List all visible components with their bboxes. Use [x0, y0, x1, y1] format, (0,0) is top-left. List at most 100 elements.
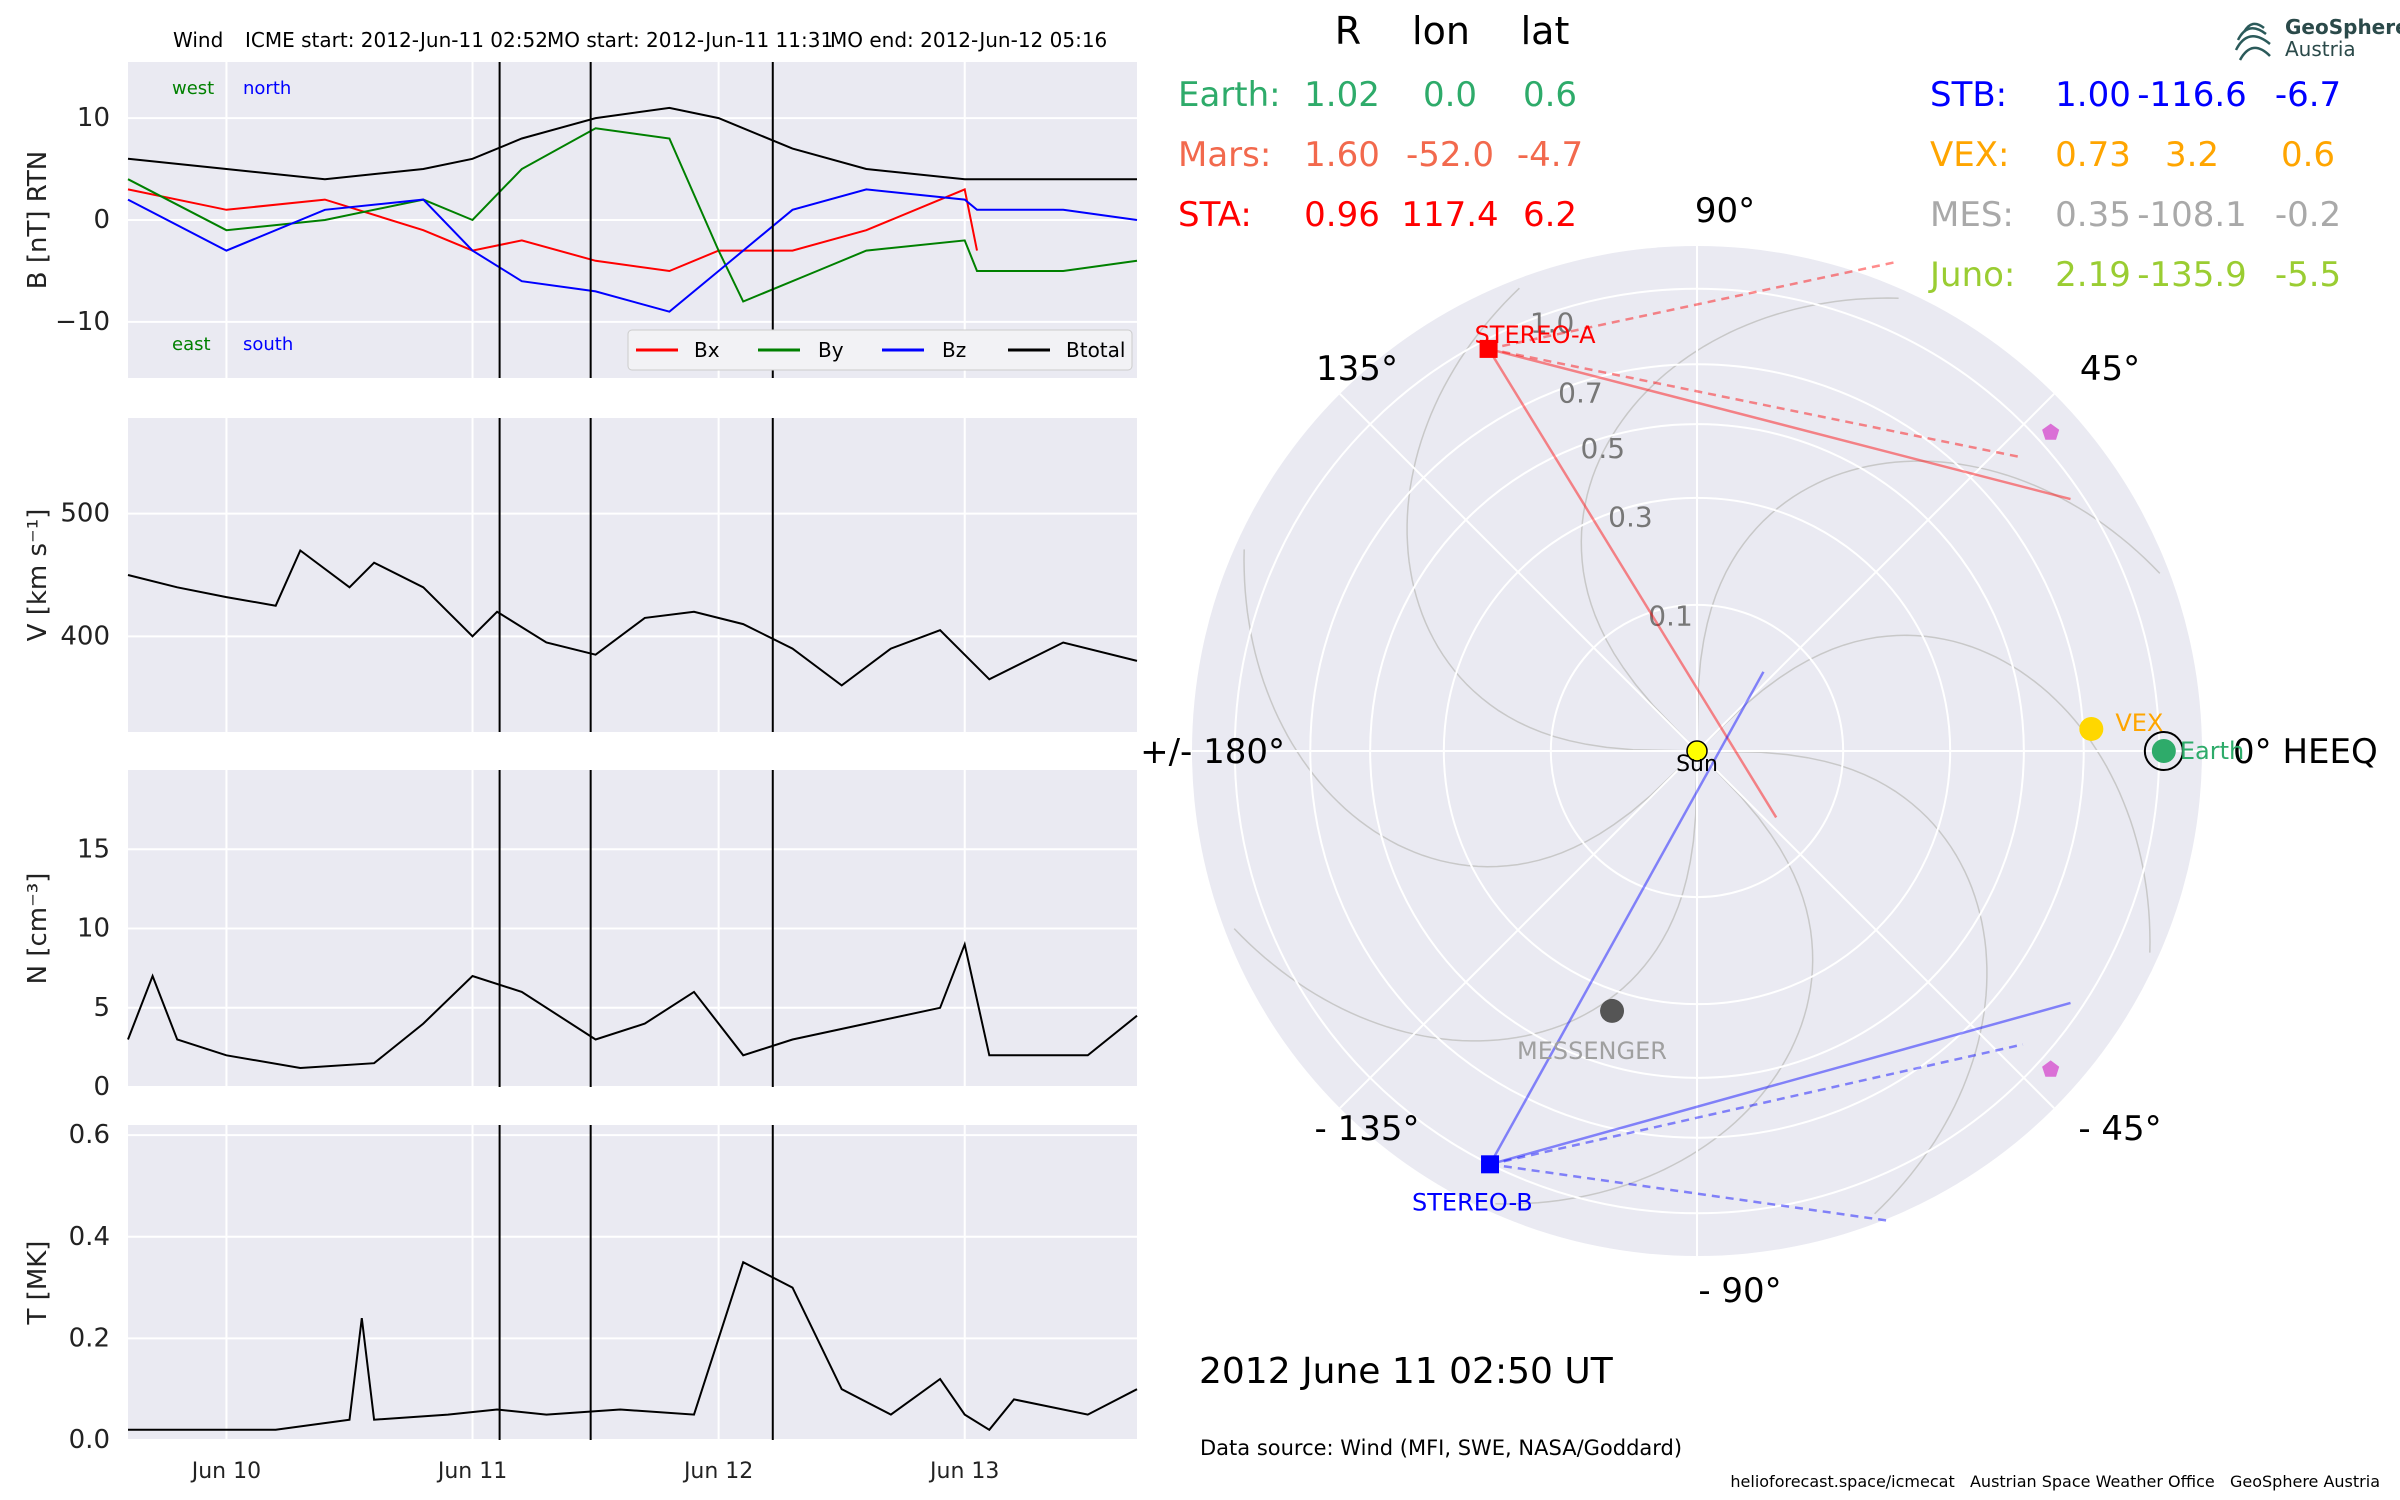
radial-label: 0.5	[1581, 432, 1626, 465]
angular-gridline	[1696, 750, 2056, 1110]
x-tick-label: Jun 11	[436, 1459, 507, 1484]
pentagon-marker	[2042, 423, 2060, 440]
series-N	[127, 940, 1138, 1070]
legend-bz: Bz	[942, 338, 966, 362]
stb-marker	[1481, 1155, 1500, 1174]
row-lon: -135.9	[2137, 255, 2247, 295]
stb-label: STEREO-B	[1412, 1188, 1533, 1216]
y-tick-label: 0.0	[69, 1425, 110, 1455]
polar-plot: 0.1 0.3 0.5 0.7 1.0 90° 45° 0° HEEQ - 45° - 90° - …	[1140, 191, 2378, 1311]
y-tick-label: 0	[93, 205, 110, 235]
y-tick-label: 5	[93, 993, 110, 1023]
stereo-fov-line	[1488, 347, 2024, 459]
stereo-fov-line	[1489, 1163, 1887, 1222]
radial-label: 0.3	[1608, 500, 1653, 533]
parker-spiral	[1406, 287, 1698, 752]
parker-spiral	[1243, 549, 1698, 868]
y-axis-label: B [nT] RTN	[23, 151, 53, 290]
east-label: east	[172, 334, 211, 355]
stereo-fov-line	[1487, 348, 1778, 819]
x-tick-label: Jun 12	[682, 1459, 753, 1484]
series-Bx	[127, 188, 978, 273]
legend-btotal: Btotal	[1066, 338, 1125, 362]
y-tick-label: 10	[77, 914, 110, 944]
south-label: south	[243, 334, 293, 355]
series-Btotal	[127, 106, 1137, 181]
parker-spiral	[1696, 750, 1988, 1215]
angle-label-a45: 45°	[2080, 349, 2140, 389]
plot-date: 2012 June 11 02:50 UT	[1199, 1351, 1614, 1392]
y-tick-label: 15	[77, 834, 110, 864]
west-label: west	[172, 78, 214, 99]
angular-gridline	[1338, 750, 1698, 1110]
row-lat: -0.2	[2275, 195, 2341, 235]
row-name: Earth:	[1178, 75, 1281, 115]
panel-background	[128, 418, 1137, 732]
angle-label-a0: 0° HEEQ	[2233, 732, 2378, 772]
y-axis-label: T [MK]	[23, 1241, 53, 1326]
header-mo-start: MO start: 2012-Jun-11 11:31	[547, 28, 833, 52]
footer: helioforecast.space/icmecat Austrian Spa…	[1730, 1472, 2380, 1491]
row-lat: -6.7	[2275, 75, 2341, 115]
sun-marker	[1686, 740, 1708, 762]
angle-label-a90: 90°	[1695, 191, 1755, 231]
row-lon: 3.2	[2165, 135, 2219, 175]
angle-label-a135: 135°	[1316, 349, 1398, 389]
stereo-fov-line	[1488, 347, 2071, 501]
sta-marker	[1479, 339, 1498, 358]
radial-label: 1.0	[1530, 306, 1575, 339]
row-lon: 117.4	[1401, 195, 1498, 235]
legend-bx: Bx	[694, 338, 720, 362]
row-r: 0.96	[1304, 195, 1380, 235]
row-name: MES:	[1930, 195, 2014, 235]
panel-3: 0.0 0.2 0.4 0.6 T [MK] Jun 10 Jun 11 Jun 12 Jun …	[23, 1120, 1138, 1484]
row-r: 0.73	[2055, 135, 2131, 175]
row-name: STA:	[1178, 195, 1252, 235]
earth-ring	[2143, 731, 2184, 771]
y-tick-label: 0.6	[69, 1120, 110, 1150]
x-tick-label: Jun 13	[928, 1459, 999, 1484]
col-r: R	[1335, 9, 1361, 53]
row-lat: -4.7	[1517, 135, 1583, 175]
row-lat: 0.6	[2281, 135, 2335, 175]
y-tick-label: 10	[77, 103, 110, 133]
row-name: STB:	[1930, 75, 2007, 115]
row-lon: -52.0	[1406, 135, 1494, 175]
row-lat: -5.5	[2275, 255, 2341, 295]
parker-spiral	[1233, 750, 1698, 1042]
angle-label-am135: - 135°	[1315, 1109, 1420, 1149]
series-Bz	[127, 188, 1138, 313]
stereo-fov-line	[1489, 1001, 2071, 1166]
row-r: 0.35	[2055, 195, 2131, 235]
vex-marker	[2079, 716, 2104, 741]
north-label: north	[243, 78, 291, 99]
position-table-rows: Earth: 1.02 0.0 0.6 Mars: 1.60 -52.0 -4.7 STA: 0.…	[1178, 75, 2341, 295]
y-tick-label: 0	[93, 1072, 110, 1102]
stereo-fov-line	[1488, 671, 1765, 1165]
data-source: Data source: Wind (MFI, SWE, NASA/Goddar…	[1200, 1436, 1682, 1460]
row-r: 1.00	[2055, 75, 2131, 115]
row-lat: 0.6	[1523, 75, 1577, 115]
messenger-marker	[1600, 998, 1625, 1023]
panel-2: 0 5 10 15 N [cm⁻³]	[23, 770, 1138, 1102]
radial-label: 0.7	[1558, 376, 1603, 409]
row-name: VEX:	[1930, 135, 2010, 175]
row-r: 1.02	[1304, 75, 1380, 115]
y-tick-label: 0.2	[69, 1323, 110, 1353]
header-icme-start: ICME start: 2012-Jun-11 02:52	[245, 28, 548, 52]
panel-background	[128, 1125, 1137, 1440]
y-tick-label: −10	[55, 307, 110, 337]
vex-label: VEX	[2115, 709, 2163, 737]
b-legend: Bx By Bz Btotal	[627, 329, 1133, 371]
legend-by: By	[818, 338, 844, 362]
parker-spiral	[1696, 460, 2161, 752]
geosphere-logo-mark	[2234, 22, 2271, 61]
radial-label: 0.1	[1648, 599, 1693, 632]
b-corner-labels: west north east south	[172, 78, 293, 355]
header-mo-end: MO end: 2012-Jun-12 05:16	[830, 28, 1107, 52]
row-lat: 6.2	[1523, 195, 1577, 235]
logo-name: GeoSphere	[2285, 15, 2400, 39]
